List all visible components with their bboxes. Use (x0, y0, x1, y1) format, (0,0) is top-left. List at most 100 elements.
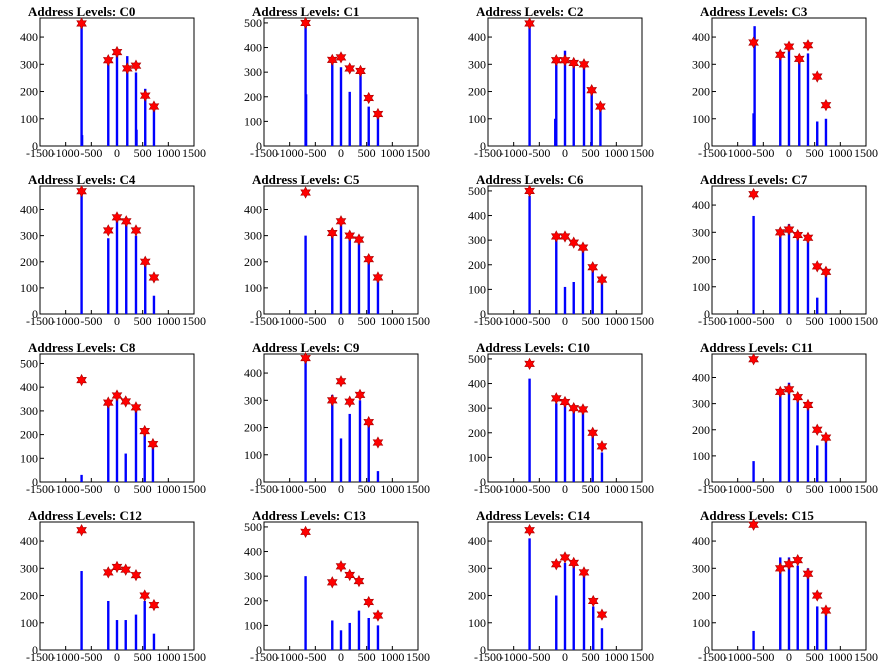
chart-panel: Address Levels: C60100200300400500-1500-… (468, 172, 654, 328)
peak-marker-star (811, 423, 823, 436)
peak-marker-star (121, 62, 133, 75)
y-tick-label: 500 (468, 184, 486, 198)
peak-marker-star (792, 228, 804, 242)
y-tick-label: 200 (20, 589, 38, 603)
peak-marker-star (102, 54, 114, 67)
y-tick-label: 0 (480, 307, 486, 321)
x-tick-label: 1500 (630, 482, 654, 496)
x-tick-label: 500 (582, 650, 600, 664)
histogram-bar (528, 538, 531, 650)
x-tick-label: 1000 (828, 146, 852, 160)
x-tick-label: -500 (528, 314, 550, 328)
panel-title: Address Levels: C1 (252, 4, 359, 19)
x-tick-label: -1500 (474, 650, 502, 664)
histogram-bar (528, 195, 531, 314)
peak-marker-star (793, 52, 805, 66)
histogram-bar (787, 47, 791, 147)
x-tick-label: -1500 (698, 314, 726, 328)
y-tick-label: 0 (32, 475, 38, 489)
x-tick-label: -500 (80, 146, 102, 160)
histogram-bar (152, 633, 156, 650)
histogram-bar (592, 606, 595, 650)
histogram-bar (572, 282, 575, 314)
peak-marker-star (596, 273, 608, 286)
peak-marker-star (748, 36, 759, 49)
y-tick-label: 300 (468, 401, 486, 415)
peak-marker-star (774, 562, 786, 575)
x-tick-label: 0 (786, 482, 792, 496)
panel-title: Address Levels: C15 (700, 508, 814, 523)
peak-marker-star (139, 255, 151, 268)
peak-marker-star (577, 403, 589, 416)
histogram-bar (152, 107, 156, 146)
x-tick-label: 0 (338, 482, 344, 496)
peak-marker-star (792, 390, 804, 404)
x-tick-label: -1000 (724, 314, 752, 328)
x-tick-label: -500 (80, 482, 102, 496)
histogram-bar (348, 413, 351, 482)
histogram-bar (339, 225, 343, 314)
peak-marker-star (139, 589, 151, 602)
y-tick-label: 0 (480, 139, 486, 153)
histogram-bar (124, 453, 127, 482)
x-tick-label: -500 (304, 314, 326, 328)
histogram-bar (80, 135, 84, 146)
histogram-bar (367, 261, 370, 314)
x-tick-label: -1500 (474, 482, 502, 496)
peak-marker-star (578, 566, 590, 579)
x-tick-label: -1000 (500, 482, 528, 496)
y-tick-label: 0 (32, 643, 38, 657)
peak-marker-star (326, 226, 338, 240)
x-tick-label: -1000 (724, 650, 752, 664)
peak-marker-star (147, 437, 159, 451)
y-tick-label: 200 (468, 85, 486, 99)
y-tick-label: 200 (20, 428, 38, 442)
x-tick-label: -1000 (500, 314, 528, 328)
peak-marker-star (587, 426, 599, 439)
x-tick-label: 0 (114, 650, 120, 664)
x-tick-label: 1500 (406, 650, 430, 664)
histogram-bar (339, 630, 343, 650)
y-tick-label: 100 (692, 112, 710, 126)
peak-marker-star (76, 185, 87, 198)
peak-marker-star (130, 59, 142, 72)
x-tick-label: 500 (806, 314, 824, 328)
x-tick-label: -1500 (250, 314, 278, 328)
peak-marker-star (353, 233, 365, 246)
panel-title: Address Levels: C7 (700, 172, 808, 187)
histogram-bar (80, 474, 83, 482)
y-tick-label: 200 (692, 253, 710, 267)
histogram-bar (126, 56, 129, 147)
histogram-bar (563, 405, 567, 482)
histogram-bar (304, 22, 307, 146)
peak-marker-star (111, 211, 123, 224)
peak-marker-star (355, 64, 366, 78)
x-tick-label: 1500 (854, 650, 878, 664)
y-tick-label: 400 (20, 380, 38, 394)
y-tick-label: 0 (704, 307, 710, 321)
x-tick-label: -1500 (474, 146, 502, 160)
x-tick-label: -1500 (26, 650, 54, 664)
histogram-bar (563, 562, 567, 650)
x-tick-label: 0 (114, 146, 120, 160)
y-tick-label: 0 (256, 307, 262, 321)
x-tick-label: 500 (806, 650, 824, 664)
peak-marker-star (783, 40, 795, 53)
peak-marker-star (524, 357, 535, 371)
y-tick-label: 400 (244, 366, 262, 380)
chart-panel: Address Levels: C0 0 100 200 300 400 -1500-100… (20, 4, 206, 160)
panel-title: Address Levels: C12 (28, 508, 142, 523)
chart-panel: Address Levels: C3 0 100 200 300 400 -1500-100… (692, 4, 878, 160)
panel-title: Address Levels: C13 (252, 508, 366, 523)
peak-marker-star (300, 525, 311, 539)
x-tick-label: -1500 (250, 482, 278, 496)
x-tick-label: -500 (80, 314, 102, 328)
peak-marker-star (811, 260, 823, 273)
histogram-bar (80, 23, 83, 146)
peak-marker-star (111, 560, 123, 574)
x-tick-label: -500 (304, 650, 326, 664)
x-tick-label: 0 (562, 314, 568, 328)
chart-panel: Address Levels: C9 0 100 200 300 400 -1500-100… (244, 340, 430, 496)
histogram-bar (115, 399, 119, 482)
histogram-bar (563, 286, 567, 314)
